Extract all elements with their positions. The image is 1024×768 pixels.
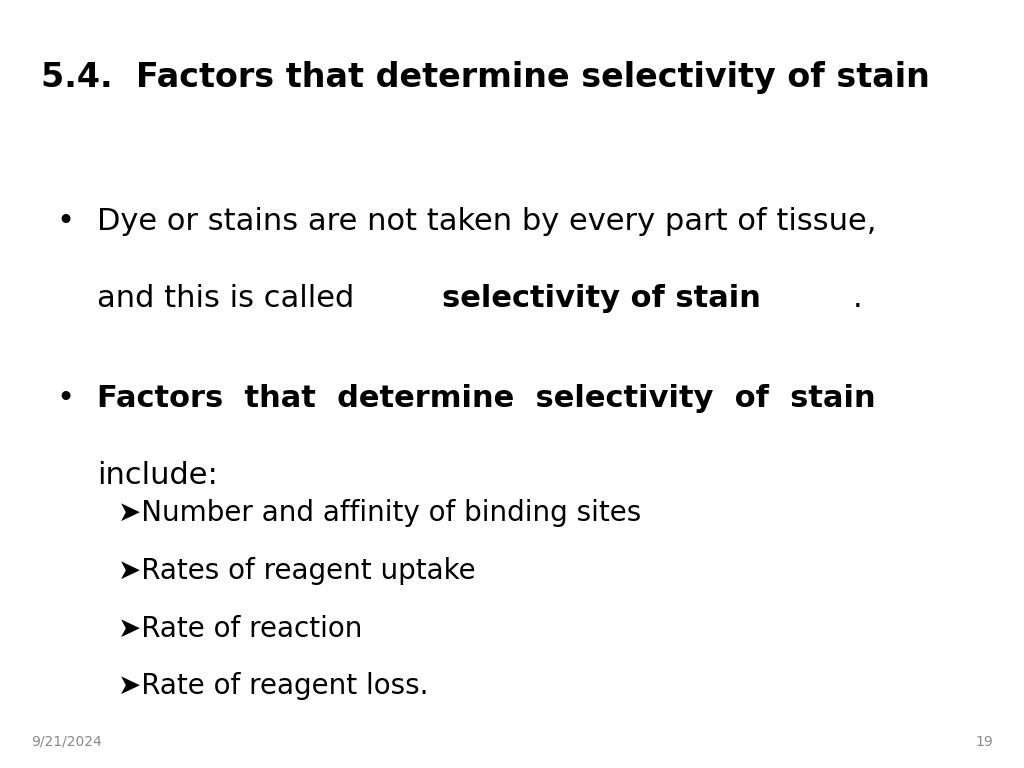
Text: ➤Rate of reaction: ➤Rate of reaction [118,614,362,642]
Text: 19: 19 [976,735,993,749]
Text: ➤Rate of reagent loss.: ➤Rate of reagent loss. [118,672,428,700]
Text: ➤Number and affinity of binding sites: ➤Number and affinity of binding sites [118,499,641,527]
Text: .: . [853,284,863,313]
Text: selectivity of stain: selectivity of stain [441,284,761,313]
Text: include:: include: [97,461,218,490]
Text: ➤Rates of reagent uptake: ➤Rates of reagent uptake [118,557,475,584]
Text: Factors  that  determine  selectivity  of  stain: Factors that determine selectivity of st… [97,384,876,413]
Text: 9/21/2024: 9/21/2024 [31,735,101,749]
Text: •: • [56,384,75,413]
Text: Dye or stains are not taken by every part of tissue,: Dye or stains are not taken by every par… [97,207,877,237]
Text: •: • [56,207,75,237]
Text: 5.4.  Factors that determine selectivity of stain: 5.4. Factors that determine selectivity … [41,61,930,94]
Text: and this is called: and this is called [97,284,365,313]
